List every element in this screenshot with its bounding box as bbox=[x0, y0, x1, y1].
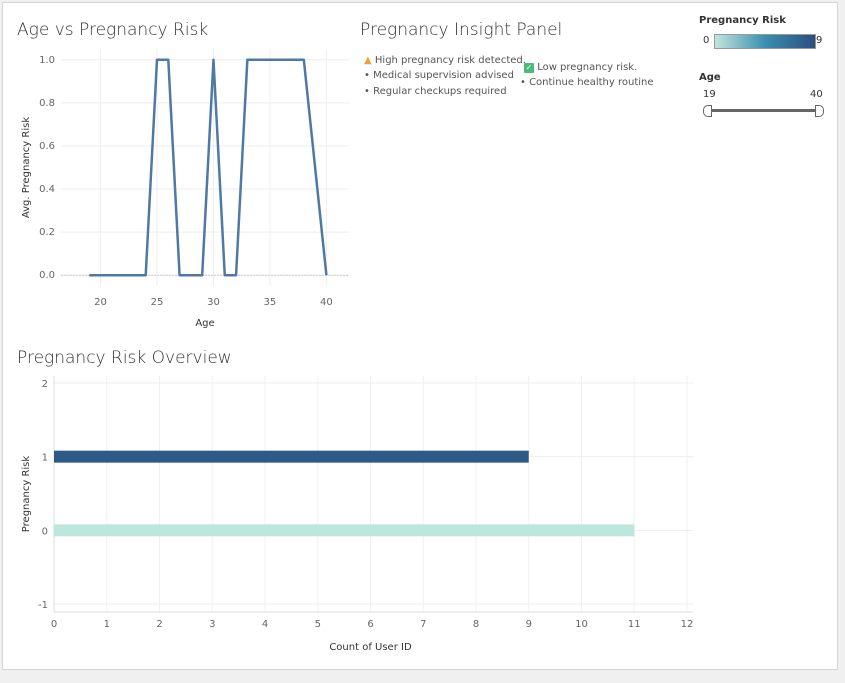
y-tick-label: 2 bbox=[42, 379, 48, 390]
x-tick-label: 8 bbox=[473, 619, 479, 630]
x-tick-label: 25 bbox=[151, 297, 164, 308]
risk-line bbox=[89, 58, 328, 277]
x-tick-label: 5 bbox=[315, 619, 321, 630]
color-legend-gradient bbox=[714, 34, 816, 49]
y-tick-label: 0.6 bbox=[39, 141, 55, 152]
x-axis-label: Count of User ID bbox=[329, 642, 412, 653]
color-legend-title: Pregnancy Risk bbox=[699, 15, 786, 26]
age-slider-max-handle[interactable] bbox=[815, 105, 824, 117]
insight-panel-title: Pregnancy Insight Panel bbox=[360, 20, 563, 40]
y-tick-label: 0.8 bbox=[39, 98, 55, 109]
age-filter-title: Age bbox=[699, 72, 721, 83]
x-tick-label: 1 bbox=[104, 619, 110, 630]
age-filter-max: 40 bbox=[810, 89, 823, 100]
x-axis-label: Age bbox=[195, 318, 214, 329]
bar-chart-title: Pregnancy Risk Overview bbox=[17, 348, 232, 368]
high-risk-bullet: • Medical supervision advised bbox=[364, 70, 514, 81]
x-tick-label: 10 bbox=[575, 619, 588, 630]
y-tick-label: 1 bbox=[42, 453, 48, 464]
x-tick-label: 35 bbox=[264, 297, 277, 308]
age-slider-track[interactable] bbox=[707, 109, 819, 112]
high-risk-headline: ▲ High pregnancy risk detected. bbox=[364, 55, 526, 66]
low-risk-headline: ✓ Low pregnancy risk. bbox=[524, 62, 638, 73]
x-tick-label: 3 bbox=[209, 619, 215, 630]
line-chart-title: Age vs Pregnancy Risk bbox=[17, 20, 209, 40]
x-tick-label: 6 bbox=[367, 619, 373, 630]
x-tick-label: 12 bbox=[681, 619, 694, 630]
dashboard: Age vs Pregnancy Risk Pregnancy Insight … bbox=[2, 2, 838, 670]
legend-min: 0 bbox=[703, 35, 710, 46]
x-tick-label: 2 bbox=[156, 619, 162, 630]
x-tick-label: 20 bbox=[94, 297, 107, 308]
warning-icon: ▲ bbox=[364, 55, 372, 66]
age-filter-min: 19 bbox=[703, 89, 716, 100]
x-tick-label: 7 bbox=[420, 619, 426, 630]
x-tick-label: 30 bbox=[207, 297, 220, 308]
low-risk-bullet: • Continue healthy routine bbox=[520, 77, 654, 88]
x-tick-label: 40 bbox=[320, 297, 333, 308]
x-tick-label: 4 bbox=[262, 619, 268, 630]
y-axis-label: Avg. Pregnancy Risk bbox=[21, 117, 32, 218]
high-risk-bullet: • Regular checkups required bbox=[364, 86, 507, 97]
y-tick-label: 0.4 bbox=[39, 184, 55, 195]
check-icon: ✓ bbox=[524, 63, 534, 73]
y-tick-label: 0.2 bbox=[39, 227, 55, 238]
y-tick-label: -1 bbox=[38, 600, 48, 611]
y-tick-label: 0.0 bbox=[39, 270, 55, 281]
age-slider-min-handle[interactable] bbox=[703, 105, 712, 117]
x-tick-label: 0 bbox=[51, 619, 57, 630]
x-tick-label: 11 bbox=[628, 619, 641, 630]
y-axis-label: Pregnancy Risk bbox=[21, 456, 32, 533]
bar-risk-1 bbox=[54, 450, 529, 463]
bar-risk-0 bbox=[54, 524, 635, 537]
y-tick-label: 1.0 bbox=[39, 55, 55, 66]
y-tick-label: 0 bbox=[42, 526, 48, 537]
x-tick-label: 9 bbox=[526, 619, 532, 630]
legend-max: 9 bbox=[816, 35, 823, 46]
